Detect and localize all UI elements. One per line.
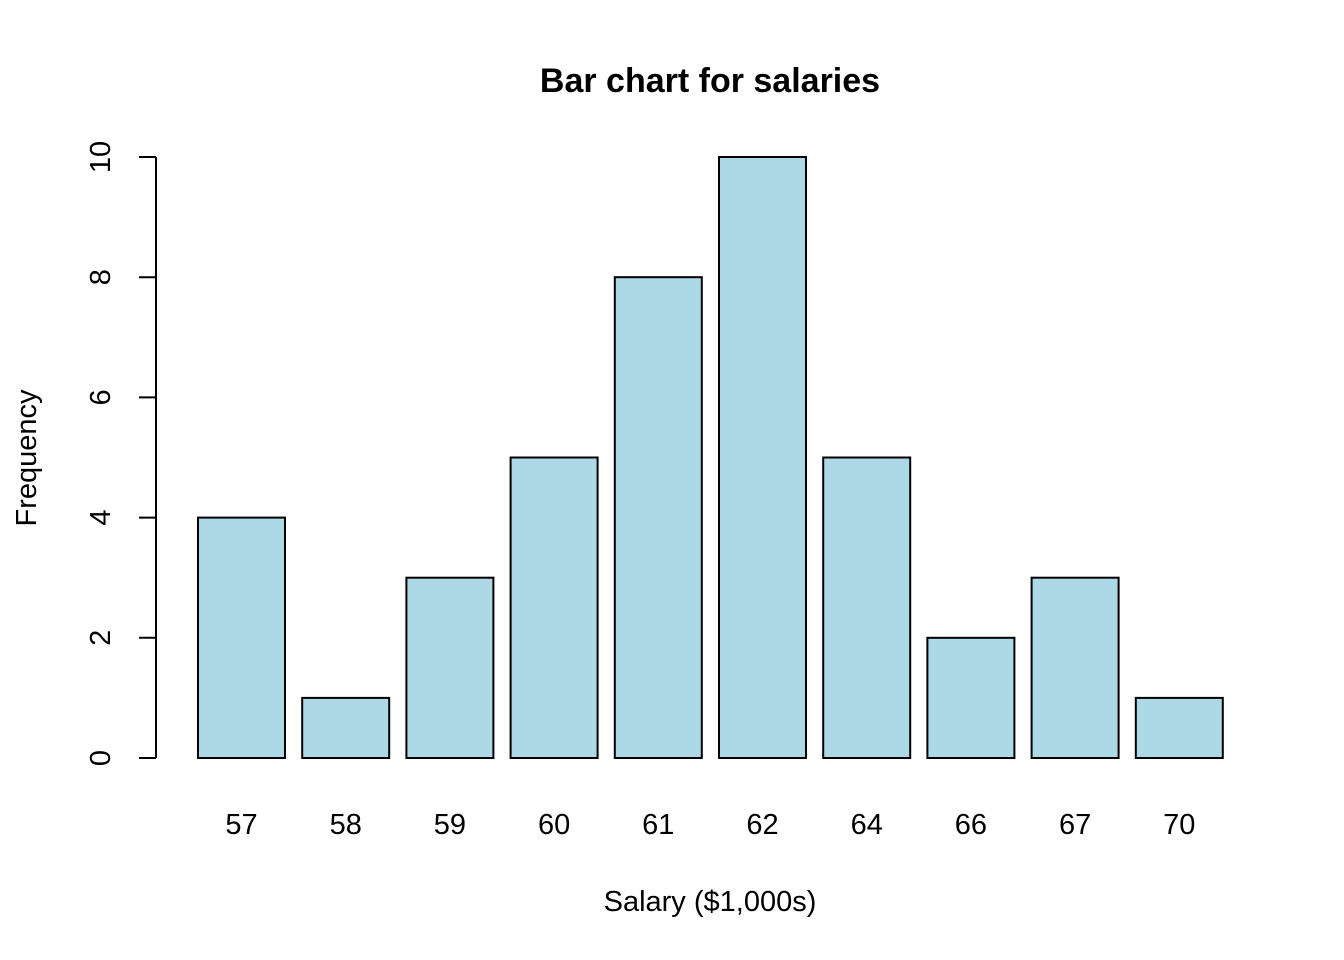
bar-59 — [405, 576, 495, 760]
bar-66 — [926, 636, 1016, 759]
y-tick-label: 8 — [85, 269, 117, 285]
y-tick-label: 0 — [85, 750, 117, 766]
bar-62 — [718, 156, 807, 759]
y-axis: 0 2 4 6 8 10 — [85, 141, 157, 766]
x-tick-label: 61 — [642, 809, 674, 841]
bar-60 — [509, 456, 599, 759]
x-tick-label: 67 — [1059, 809, 1091, 841]
x-tick-label: 58 — [330, 809, 362, 841]
bars-group — [197, 156, 1224, 760]
bar-70 — [1134, 696, 1224, 760]
chart-title: Bar chart for salaries — [540, 62, 880, 100]
bar-67 — [1030, 576, 1120, 760]
x-axis-label: Salary ($1,000s) — [604, 886, 817, 918]
x-tick-label: 57 — [225, 809, 257, 841]
x-tick-label: 70 — [1163, 809, 1195, 841]
y-tick-label: 6 — [85, 389, 117, 405]
bar-57 — [197, 516, 286, 759]
y-tick-label: 10 — [85, 141, 117, 173]
x-tick-label: 59 — [434, 809, 466, 841]
x-tick-label: 60 — [538, 809, 570, 841]
x-tick-labels: 57 58 59 60 61 62 64 66 67 70 — [225, 809, 1195, 841]
y-tick-label: 2 — [85, 630, 117, 646]
y-tick-label: 4 — [85, 510, 117, 526]
bar-64 — [822, 456, 912, 759]
x-tick-label: 64 — [851, 809, 883, 841]
bar-58 — [301, 696, 391, 760]
bar-61 — [613, 276, 703, 759]
x-tick-label: 62 — [746, 809, 778, 841]
x-tick-label: 66 — [955, 809, 987, 841]
y-axis-label: Frequency — [11, 389, 43, 527]
